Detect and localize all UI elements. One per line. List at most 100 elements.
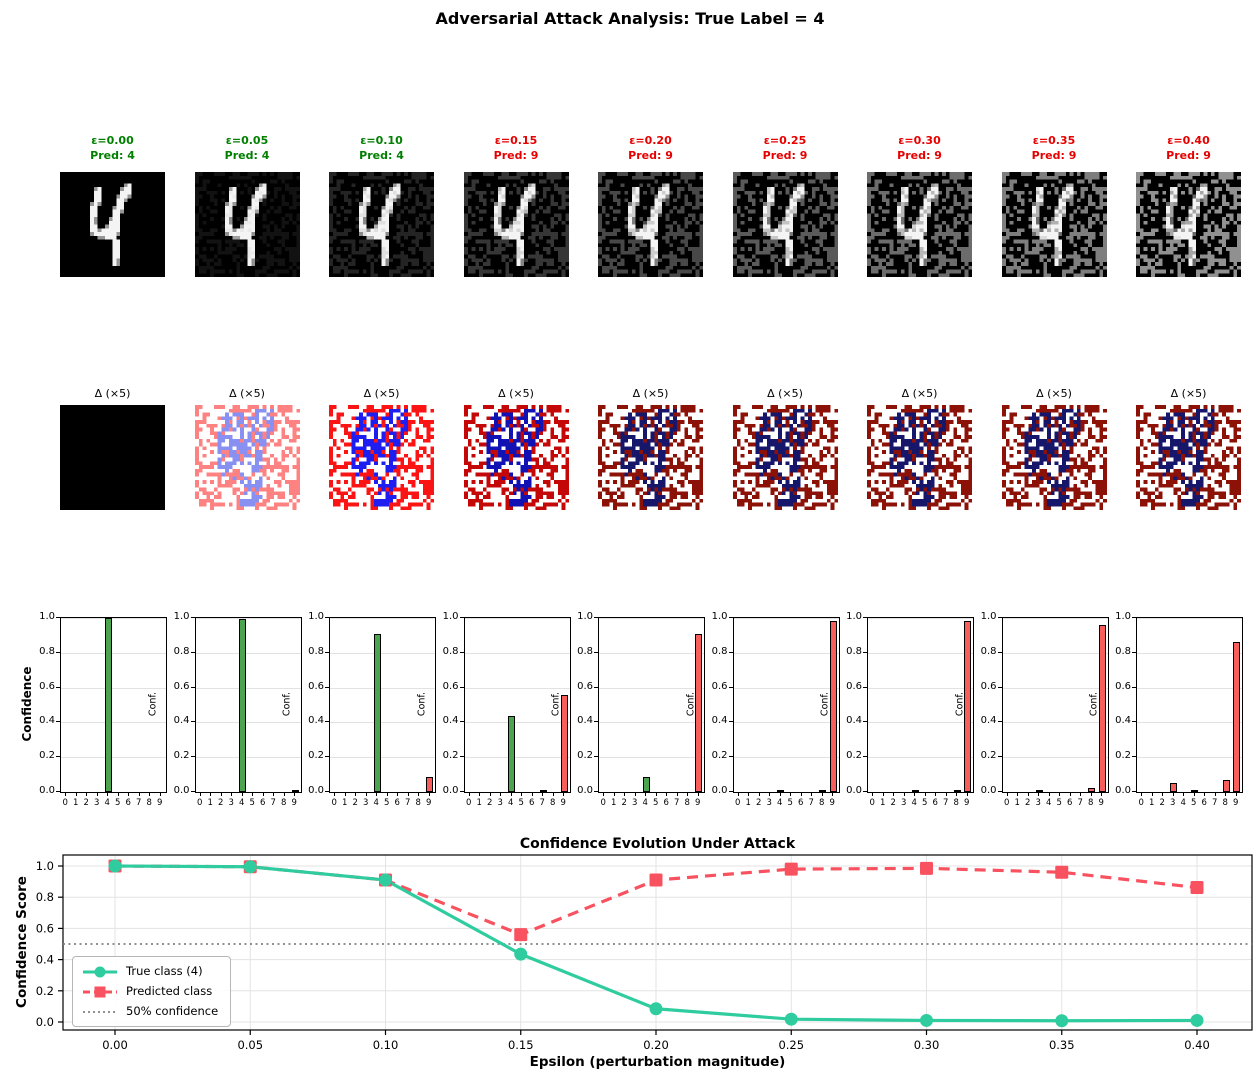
y-gridline (599, 722, 704, 724)
y-tick-label: 0.2 (711, 750, 728, 762)
y-tickmark (459, 686, 464, 688)
y-gridline (733, 618, 839, 619)
digit-image-0.35 (1001, 172, 1107, 277)
bar-class-4 (911, 790, 919, 792)
x-tickmark (624, 792, 626, 796)
y-tick-label: 0.8 (846, 645, 862, 657)
y-tick-label: 0.2 (577, 750, 593, 762)
conf-ylabel-3: Conf. (416, 691, 427, 717)
delta-title-7: Δ (×5) (1036, 387, 1072, 400)
y-tickmark (863, 651, 867, 653)
x-tick-label: 8 (550, 798, 556, 808)
y-tickmark (1132, 617, 1136, 618)
delta-title-8: Δ (×5) (1170, 387, 1207, 400)
y-tickmark (56, 756, 60, 758)
delta-image-7 (1001, 405, 1107, 510)
y-tick-label: 1.0 (980, 611, 997, 622)
x-tick-label: 0.35 (1049, 1038, 1075, 1052)
x-tick-label: 0.40 (1184, 1038, 1210, 1052)
x-tick-label: 7 (405, 798, 411, 808)
x-tick-label: 9 (560, 798, 566, 808)
x-tickmark (199, 792, 201, 796)
y-tick-label: 0.6 (577, 680, 593, 692)
x-tick-label: 6 (394, 798, 400, 808)
x-tick-label: 8 (415, 798, 421, 808)
x-tickmark (283, 792, 285, 796)
dotted-line-legend-icon (83, 1010, 117, 1013)
x-tickmark (758, 792, 760, 796)
y-gridline (330, 618, 435, 619)
x-tickmark (1090, 792, 1092, 796)
y-gridline (599, 757, 704, 759)
x-tickmark (655, 792, 657, 796)
y-gridline (1137, 722, 1242, 724)
y-tickmark (56, 686, 60, 688)
digit-image-0.00 (60, 172, 165, 277)
y-tickmark (997, 791, 1002, 792)
x-tick-label: 1 (1014, 798, 1020, 808)
legend-item-1: Predicted class (82, 984, 218, 999)
confidence-row-ylabel: Confidence (20, 666, 34, 742)
confidence-subplot-4 (598, 617, 705, 793)
legend-label: 50% confidence (126, 1004, 219, 1018)
predicted-class-legend-icon (83, 986, 117, 997)
bar-class-9 (560, 694, 568, 792)
conf-ylabel-8: Conf. (1088, 691, 1100, 717)
y-tick-label: 0.6 (711, 680, 728, 692)
x-tickmark (893, 792, 895, 796)
x-tick-label: 2 (890, 798, 896, 808)
delta-image-4 (598, 405, 703, 510)
x-tickmark (365, 792, 367, 796)
y-gridline (1002, 618, 1108, 619)
x-tick-label: 9 (695, 798, 701, 808)
x-tickmark (252, 792, 254, 796)
x-tick-label: 5 (1191, 798, 1197, 808)
x-tickmark (1183, 792, 1185, 796)
y-tick-label: 0.4 (173, 715, 190, 727)
x-tick-label: 6 (663, 798, 669, 808)
x-tick-label: 4 (104, 798, 110, 808)
y-gridline (464, 757, 570, 759)
delta-title-0: Δ (×5) (94, 387, 131, 400)
delta-title-2: Δ (×5) (363, 387, 400, 400)
x-tick-label: 1 (1149, 798, 1155, 808)
y-tick-label: 0.4 (308, 715, 324, 727)
y-tick-label: 0.0 (442, 785, 459, 796)
x-tick-label: 0.15 (508, 1038, 534, 1052)
x-tick-label: 0 (197, 798, 203, 808)
y-tickmark (997, 686, 1002, 688)
y-tick-label: 0.6 (36, 921, 54, 935)
y-tick-label: 0.4 (980, 715, 997, 727)
y-tickmark (997, 721, 1002, 723)
predicted-marker (920, 861, 933, 875)
x-tickmark (355, 792, 357, 796)
y-gridline (733, 687, 839, 689)
x-tick-label: 8 (684, 798, 690, 808)
x-tickmark (159, 792, 161, 796)
x-tick-label: 6 (932, 798, 938, 808)
digit-image-0.15 (463, 172, 569, 277)
x-tickmark (1038, 792, 1040, 796)
evolution-xlabel: Epsilon (perturbation magnitude) (529, 1054, 786, 1070)
y-tick-label: 1.0 (711, 611, 728, 622)
y-tickmark (863, 721, 867, 723)
x-tickmark (872, 792, 874, 796)
x-tickmark (769, 792, 771, 796)
x-tick-label: 8 (819, 798, 825, 808)
y-gridline (464, 687, 570, 689)
y-gridline (1137, 757, 1242, 759)
y-tickmark (1132, 756, 1136, 758)
x-tick-label: 0.25 (778, 1038, 804, 1052)
y-gridline (599, 618, 704, 619)
x-tick-label: 0 (62, 798, 68, 808)
x-tickmark (138, 792, 140, 796)
bar-class-9 (829, 621, 837, 792)
confidence-subplot-1 (194, 617, 302, 793)
x-tickmark (1235, 792, 1237, 796)
x-tick-label: 0 (869, 798, 875, 808)
x-tick-label: 6 (125, 798, 131, 808)
x-tickmark (821, 792, 823, 796)
x-tickmark (603, 792, 605, 796)
x-tick-label: 0.30 (914, 1038, 940, 1052)
epsilon-pred-label-8: ε=0.40 Pred: 9 (1166, 134, 1211, 162)
